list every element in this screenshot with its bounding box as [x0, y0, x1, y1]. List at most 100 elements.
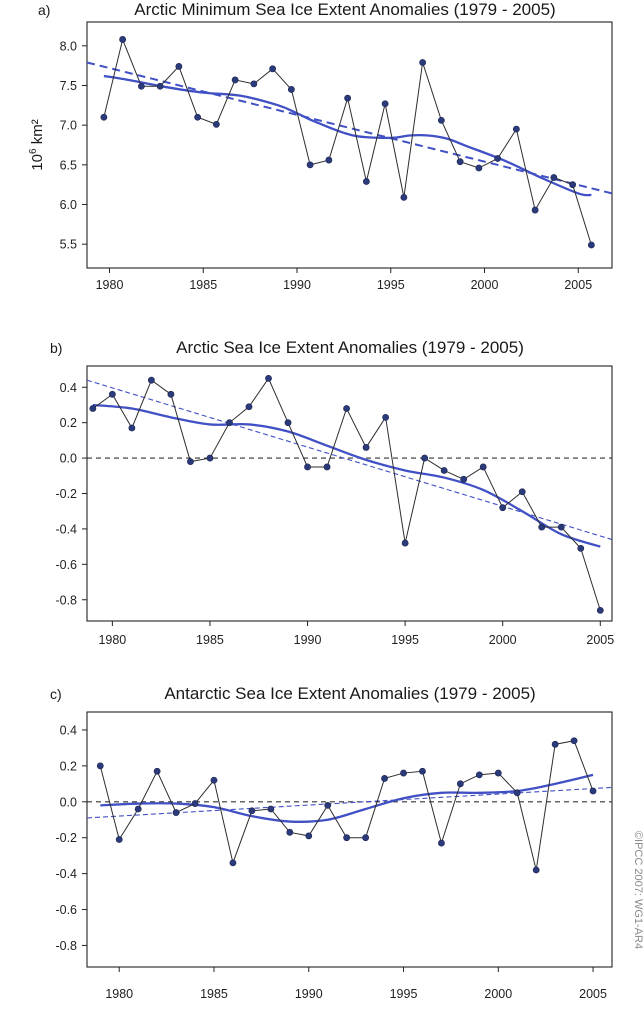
y-tick-label: 6.5 [60, 158, 77, 172]
data-point [456, 158, 464, 166]
data-point [128, 424, 136, 432]
data-point [400, 769, 407, 777]
y-axis-label: 106 km² [28, 119, 46, 170]
data-point [494, 155, 502, 162]
trend-line [86, 379, 613, 541]
data-point [248, 807, 256, 815]
data-point [362, 444, 370, 451]
data-point [324, 801, 332, 809]
data-point [343, 834, 351, 842]
data-point [460, 475, 468, 483]
data-point [438, 839, 445, 847]
y-axis-label-base: 10 [29, 154, 46, 171]
data-point [194, 113, 202, 121]
data-point [100, 113, 108, 121]
chart-panel-b: b) Arctic Sea Ice Extent Anomalies (1979 … [50, 338, 614, 647]
data-point [512, 125, 520, 133]
x-tick-label: 2005 [564, 278, 592, 292]
data-point [557, 523, 565, 531]
chart-title: Arctic Sea Ice Extent Anomalies (1979 - … [176, 338, 524, 357]
y-tick-label: -0.6 [55, 558, 77, 572]
x-tick-label: 1980 [96, 278, 124, 292]
data-point [381, 100, 389, 108]
series-line [103, 37, 592, 246]
y-tick-label: 0.2 [60, 759, 77, 773]
data-point [250, 80, 258, 88]
x-tick-label: 1990 [295, 987, 323, 1001]
y-tick-label: -0.4 [55, 867, 77, 881]
smoothed-curve [100, 773, 594, 823]
x-tick-label: 1990 [294, 633, 322, 647]
data-point [206, 454, 214, 462]
x-tick-label: 1990 [283, 278, 311, 292]
data-point [108, 390, 116, 398]
panel-label: c) [50, 686, 62, 702]
y-tick-label: 7.0 [60, 119, 77, 133]
x-tick-label: 2000 [489, 633, 517, 647]
y-tick-label: 0.0 [60, 795, 77, 809]
data-point [267, 805, 275, 813]
data-point [323, 463, 331, 471]
y-axis-label-exponent: 6 [28, 148, 39, 154]
x-tick-label: 2000 [484, 987, 512, 1001]
data-point [419, 767, 426, 775]
data-point [400, 193, 408, 201]
data-point [175, 63, 183, 70]
copyright-credit: ©IPCC 2007: WG1-AR4 [632, 831, 644, 949]
data-point [286, 828, 294, 836]
data-point [518, 488, 526, 496]
data-point [96, 762, 104, 770]
data-point [265, 374, 272, 382]
data-point [569, 181, 577, 189]
data-point [551, 740, 559, 748]
data-point [550, 174, 558, 181]
data-point [587, 241, 595, 249]
data-point [596, 606, 604, 614]
data-point [362, 834, 370, 842]
data-point [419, 59, 427, 66]
data-point [304, 463, 311, 471]
data-point [344, 94, 352, 102]
y-tick-label: 8.0 [60, 39, 77, 53]
y-axis-label-unit: km² [29, 119, 46, 148]
data-point [229, 859, 237, 867]
y-tick-label: -0.8 [55, 593, 77, 607]
x-tick-label: 1985 [196, 633, 224, 647]
data-point [343, 405, 350, 412]
data-point [499, 504, 507, 512]
x-tick-label: 1980 [98, 633, 126, 647]
y-tick-label: 0.0 [60, 452, 77, 466]
y-tick-label: -0.6 [55, 903, 77, 917]
data-point [577, 544, 585, 552]
x-tick-label: 1985 [200, 987, 228, 1001]
data-point [167, 390, 175, 398]
y-tick-label: 7.5 [60, 79, 77, 93]
data-point [231, 76, 239, 84]
data-point [153, 767, 161, 775]
data-point [305, 832, 313, 840]
data-point [172, 809, 180, 816]
x-tick-label: 1980 [105, 987, 133, 1001]
chart-title: Arctic Minimum Sea Ice Extent Anomalies … [134, 0, 555, 19]
data-point [134, 805, 142, 813]
data-point [89, 405, 97, 412]
y-tick-label: 0.2 [60, 416, 77, 430]
data-point [226, 419, 233, 427]
y-tick-label: -0.2 [55, 831, 77, 845]
data-point [137, 82, 145, 90]
y-tick-label: 0.4 [60, 723, 77, 737]
data-point [187, 458, 194, 466]
chart-title: Antarctic Sea Ice Extent Anomalies (1979… [164, 684, 535, 703]
x-tick-label: 2005 [586, 633, 614, 647]
panel-label: b) [50, 340, 62, 356]
data-point [287, 86, 295, 93]
data-point [212, 120, 220, 128]
data-point [589, 787, 597, 795]
y-tick-label: -0.8 [55, 939, 77, 953]
data-point [513, 789, 521, 797]
data-point [362, 178, 370, 185]
x-tick-label: 1985 [189, 278, 217, 292]
chart-panel-a: a) Arctic Minimum Sea Ice Extent Anomalie… [28, 0, 613, 292]
data-point [570, 737, 578, 745]
